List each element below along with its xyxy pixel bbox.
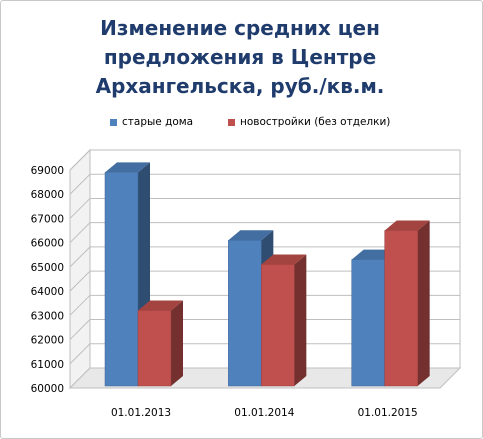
bar-top xyxy=(105,162,150,173)
bar-side xyxy=(417,220,430,386)
bar-side xyxy=(171,300,183,386)
bar xyxy=(351,259,385,387)
y-tick-label: 66000 xyxy=(31,238,64,250)
gridline xyxy=(69,173,460,195)
bar-top xyxy=(228,230,274,241)
gridline xyxy=(69,197,460,219)
gridline xyxy=(69,319,460,340)
gridline xyxy=(69,270,460,292)
bar xyxy=(228,239,262,387)
bar-top xyxy=(261,254,307,265)
bar-top xyxy=(138,300,183,311)
chart-title-line-2: предложения в Центре xyxy=(103,45,377,69)
chart-title-line-1: Изменение средних цен xyxy=(100,16,380,40)
bar xyxy=(261,264,295,387)
legend-swatch-old-houses xyxy=(110,118,117,126)
side-wall xyxy=(69,148,91,390)
bar-top xyxy=(384,220,430,231)
legend-label-new-buildings: новостройки (без отделки) xyxy=(240,116,391,128)
y-tick-label: 67000 xyxy=(31,213,64,225)
legend-label-old-houses: старые дома xyxy=(122,116,194,128)
legend-item-new-buildings: новостройки (без отделки) xyxy=(228,116,390,128)
y-tick-label: 65000 xyxy=(31,262,64,274)
y-tick-label: 69000 xyxy=(31,165,64,177)
chart-title: Изменение средних цен предложения в Цент… xyxy=(40,14,440,101)
legend-item-old-houses: старые дома xyxy=(110,116,193,128)
chart-title-line-3: Архангельска, руб./кв.м. xyxy=(95,74,385,98)
y-tick-label: 64000 xyxy=(31,286,64,298)
chart-legend: старые дома новостройки (без отделки) xyxy=(0,116,483,132)
bar-side xyxy=(294,254,307,386)
bar xyxy=(104,172,139,387)
bar xyxy=(384,230,418,387)
y-tick-label: 68000 xyxy=(31,189,64,201)
gridline xyxy=(69,294,460,316)
legend-swatch-new-buildings xyxy=(228,118,235,126)
gridline xyxy=(69,149,460,171)
x-tick-label: 01.01.2014 xyxy=(234,407,294,419)
x-tick-label: 01.01.2013 xyxy=(111,407,171,419)
bar xyxy=(137,310,172,387)
gridline xyxy=(69,343,460,365)
gridline xyxy=(69,222,460,244)
gridline xyxy=(69,246,460,268)
y-tick-label: 61000 xyxy=(31,359,64,371)
y-tick-label: 62000 xyxy=(31,335,64,347)
y-tick-label: 60000 xyxy=(31,383,64,395)
x-tick-label: 01.01.2015 xyxy=(358,407,418,419)
y-tick-label: 63000 xyxy=(31,310,64,322)
